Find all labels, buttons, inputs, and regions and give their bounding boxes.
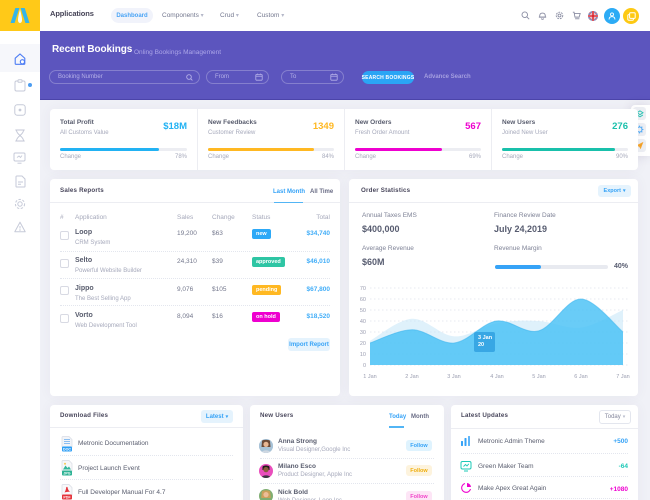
svg-text:40: 40: [360, 319, 366, 325]
svg-text:6 Jan: 6 Jan: [574, 374, 587, 380]
svg-text:JPG: JPG: [63, 471, 70, 475]
svg-text:5 Jan: 5 Jan: [532, 374, 545, 380]
svg-text:PDF: PDF: [63, 495, 71, 499]
svg-text:2 Jan: 2 Jan: [405, 374, 418, 380]
svg-text:20: 20: [360, 341, 366, 347]
svg-text:10: 10: [360, 352, 366, 358]
svg-text:DOC: DOC: [63, 447, 71, 451]
svg-text:30: 30: [360, 330, 366, 336]
svg-text:0: 0: [363, 363, 366, 369]
svg-text:70: 70: [360, 286, 366, 292]
svg-text:1 Jan: 1 Jan: [363, 374, 376, 380]
svg-text:4 Jan: 4 Jan: [490, 374, 503, 380]
svg-text:7 Jan: 7 Jan: [616, 374, 629, 380]
svg-text:60: 60: [360, 297, 366, 303]
svg-text:3 Jan: 3 Jan: [447, 374, 460, 380]
svg-text:50: 50: [360, 308, 366, 314]
